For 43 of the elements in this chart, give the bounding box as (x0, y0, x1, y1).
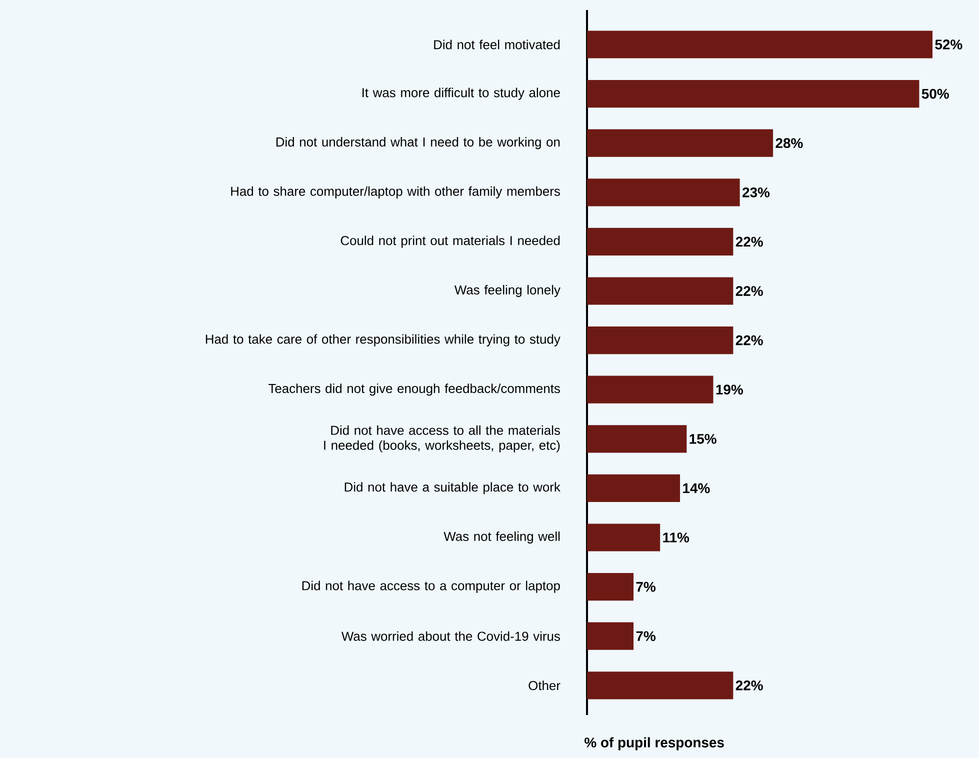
data-label: 14% (683, 483, 710, 494)
y-tick-label: Did not feel motivated (434, 40, 560, 50)
bar (587, 30, 932, 58)
bar (587, 622, 634, 650)
data-label: 7% (636, 631, 656, 642)
y-tick-label: Was feeling lonely (454, 284, 560, 298)
bar (587, 425, 687, 453)
data-label: 22% (736, 286, 763, 296)
bar (587, 277, 734, 305)
x-axis-title: % of pupil responses (584, 737, 724, 750)
data-label: 52% (935, 40, 962, 50)
bar (587, 474, 680, 502)
data-label: 23% (742, 187, 770, 198)
y-tick-label: Did not have access to all the materials I needed (books, worksheets, paper, etc) (324, 425, 560, 452)
y-tick-label: Was not feeling well (444, 531, 560, 544)
data-label: 22% (736, 680, 763, 690)
bar (587, 573, 634, 601)
data-label: 19% (716, 384, 743, 395)
data-label: 22% (736, 335, 763, 346)
y-tick-label: Had to take care of other responsibilities while trying to study (206, 334, 560, 346)
bar (587, 672, 734, 700)
data-label: 11% (663, 532, 690, 542)
y-tick-label: Teachers did not give enough feedback/comments (268, 384, 560, 396)
y-tick-label: Other (528, 680, 560, 690)
data-label: 28% (776, 138, 803, 148)
bar (587, 524, 660, 552)
data-label: 15% (690, 434, 716, 444)
y-tick-label: Was worried about the Covid-19 virus (341, 631, 560, 641)
y-tick-label: It was more difficult to study alone (362, 88, 560, 100)
bar (587, 129, 774, 157)
data-label: 50% (922, 88, 949, 99)
bar (587, 376, 714, 404)
bar (587, 228, 734, 256)
y-tick-label: Could not print out materials I needed (340, 236, 560, 248)
bar (587, 178, 740, 206)
data-label: 7% (636, 582, 656, 592)
y-tick-label: Did not have access to a computer or laptop (302, 580, 560, 593)
bar (587, 326, 734, 354)
y-tick-label: Did not understand what I need to be working on (276, 137, 560, 150)
data-label: 22% (736, 236, 763, 247)
y-tick-label: Had to share computer/laptop with other family members (231, 186, 560, 198)
bar (587, 80, 920, 108)
y-tick-label: Did not have a suitable place to work (344, 482, 560, 494)
